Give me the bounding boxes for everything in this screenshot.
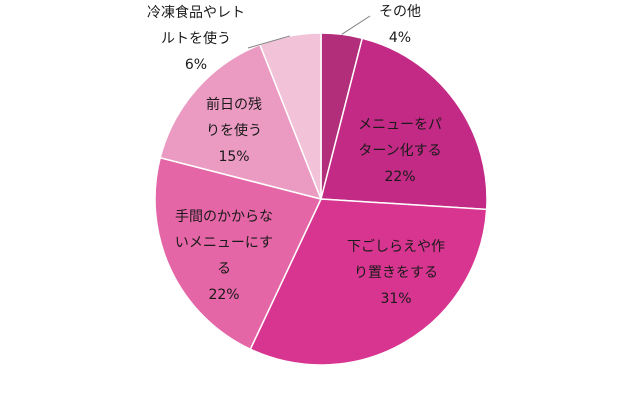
pie-slice-3: [154, 156, 323, 351]
slice-label-1-line-1: ターン化する: [358, 143, 441, 159]
slice-value-label-1: 22%: [384, 169, 415, 185]
pie-slice-2: [249, 198, 488, 366]
slice-label-3-line-0: 手間のかからな: [175, 209, 273, 225]
slice-value-label-5: 6%: [185, 57, 207, 73]
slice-value-label-4: 15%: [218, 149, 249, 165]
slice-label-4-line-0: 前日の残: [206, 96, 262, 113]
slice-label-5-line-0: 冷凍食品やレト: [147, 4, 245, 21]
slice-value-label-3: 22%: [208, 287, 239, 303]
slice-label-3-line-1: いメニューにす: [175, 235, 273, 251]
pie-slices: [154, 32, 488, 366]
slice-value-label-2: 31%: [380, 291, 411, 307]
slice-label-4-line-1: りを使う: [206, 122, 262, 139]
leader-line-5: [247, 35, 291, 49]
pie-slice-4: [159, 43, 323, 201]
pie-slice-1: [320, 37, 488, 211]
slice-value-label-0: 4%: [389, 30, 411, 46]
leader-lines: [247, 15, 371, 49]
slice-label-1-line-0: メニューをパ: [358, 117, 442, 133]
slice-label-5-line-1: ルトを使う: [161, 30, 231, 47]
slice-label-2-line-1: り置きをする: [354, 265, 438, 281]
slice-label-3-line-2: る: [217, 261, 231, 277]
slice-label-2-line-0: 下ごしらえや作: [347, 239, 445, 255]
slice-label-0-line-0: その他: [379, 4, 421, 20]
leader-line-0: [341, 15, 371, 35]
